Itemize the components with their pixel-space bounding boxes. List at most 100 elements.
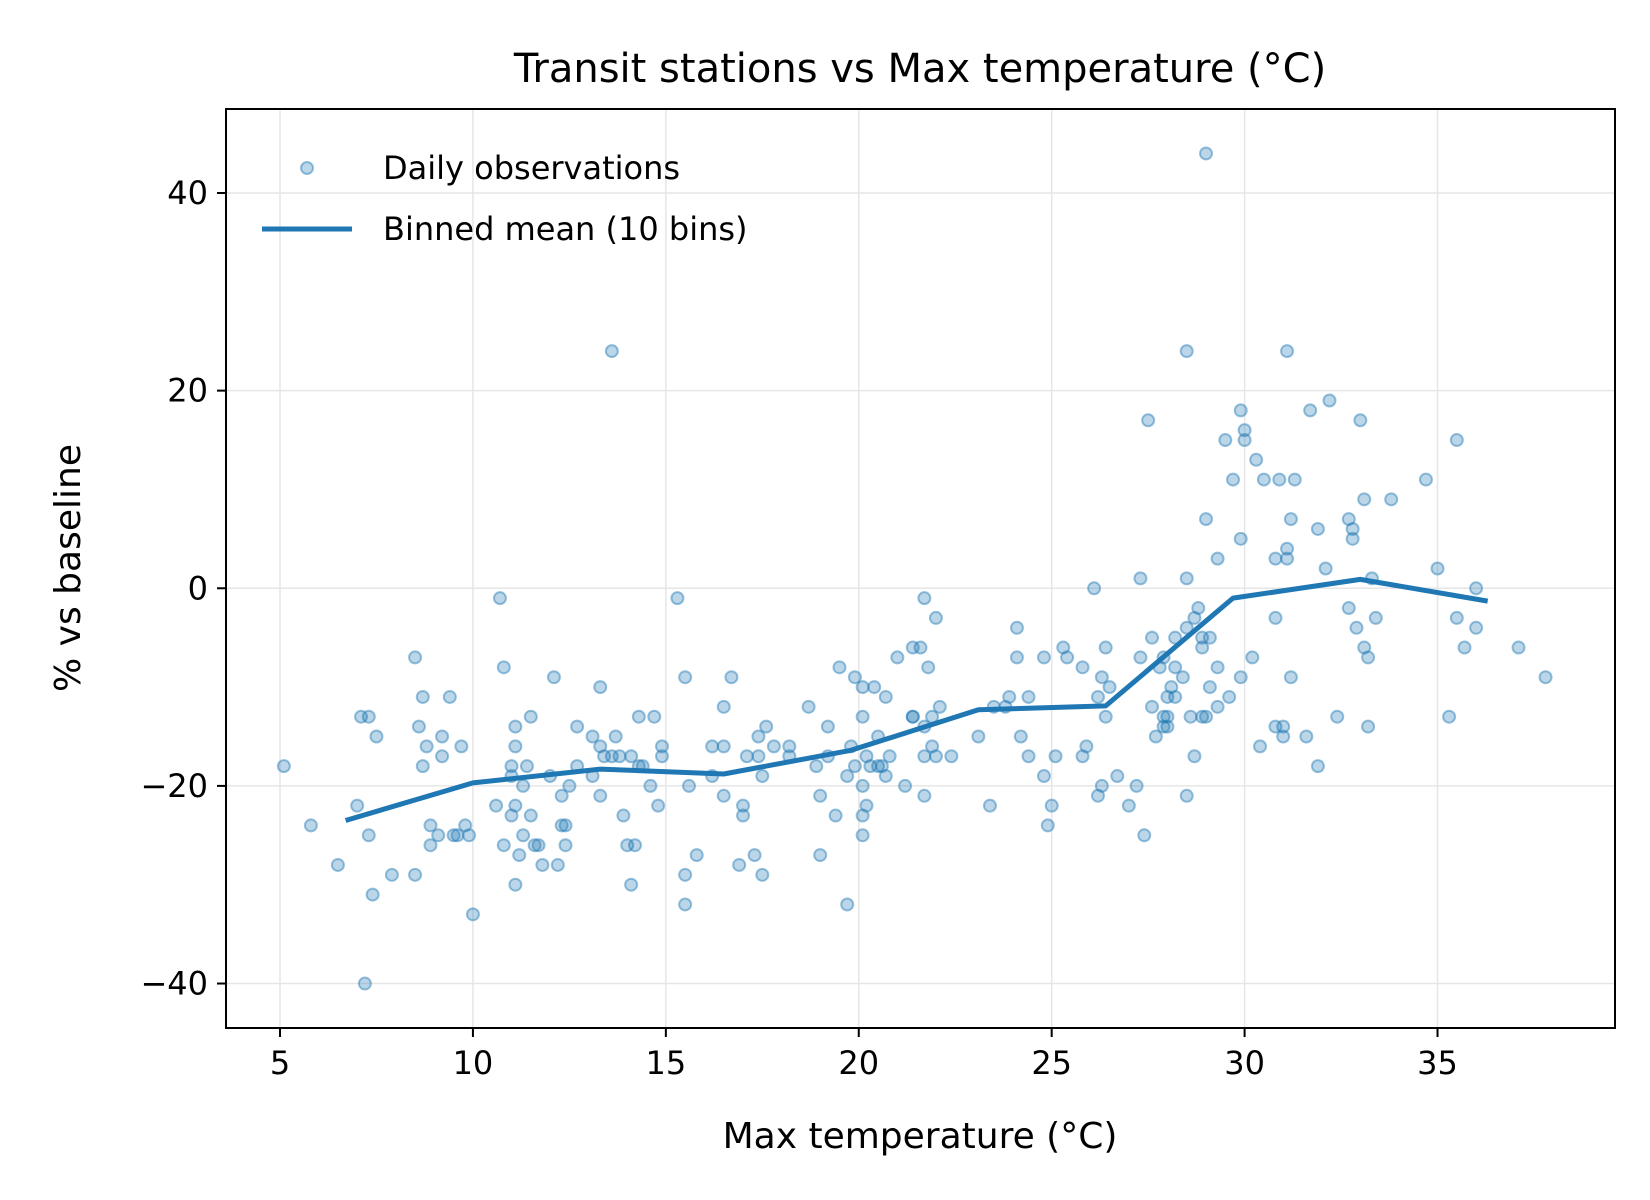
scatter-point [415,759,430,774]
scatter-point [450,828,465,843]
scatter-point [782,739,797,754]
scatter-point [1469,620,1484,635]
scatter-point [276,759,291,774]
scatter-point [508,877,523,892]
scatter-point [1368,610,1383,625]
scatter-point [1256,472,1271,487]
scatter-point [620,838,635,853]
scatter-point [597,749,612,764]
scatter-point [496,838,511,853]
scatter-point [1191,601,1206,616]
scatter-point [1430,561,1445,576]
scatter-point [689,848,704,863]
scatter-point [1175,670,1190,685]
scatter-point [654,739,669,754]
scatter-point [1210,551,1225,566]
scatter-point [303,818,318,833]
scatter-point [1036,650,1051,665]
scatter-point [1330,709,1345,724]
x-tick-label: 10 [453,1044,494,1082]
scatter-point [1218,433,1233,448]
scatter-point [878,689,893,704]
scatter-point [847,670,862,685]
scatter-point [1272,472,1287,487]
scatter-point [612,749,627,764]
scatter-point [1287,472,1302,487]
scatter-point [736,808,751,823]
scatter-point [682,778,696,793]
scatter-point [512,848,527,863]
binned-mean-series [344,576,1489,823]
scatter-point [1168,660,1183,675]
scatter-point [604,749,619,764]
scatter-point [739,749,754,764]
scatter-point [516,828,531,843]
scatter-point [1345,531,1360,546]
scatter-point [593,680,608,695]
scatter-point [431,828,446,843]
y-axis-label: % vs baseline [48,444,89,692]
scatter-point [554,818,569,833]
scatter-point [751,729,766,744]
scatter-point [1183,709,1198,724]
y-tick-label: 0 [188,569,208,607]
scatter-point [1268,551,1283,566]
scatter-point [917,749,932,764]
scatter-point [496,660,511,675]
scatter-point [1233,531,1248,546]
scatter-point [1090,689,1105,704]
scatter-point [755,769,770,784]
chart-title: Transit stations vs Max temperature (°C) [513,46,1326,92]
scatter-point [1226,472,1241,487]
scatter-point [1056,640,1071,655]
scatter-point [882,749,897,764]
scatter-point [454,739,469,754]
scatter-point [554,788,569,803]
scatter-point [921,660,936,675]
scatter-point [971,729,986,744]
scatter-point [1094,778,1109,793]
scatter-point [504,808,519,823]
scatter-point [751,749,766,764]
scatter-point [1341,512,1356,527]
scatter-point [1233,670,1248,685]
scatter-point [905,709,920,724]
scatter-point [369,729,384,744]
scatter-point [1268,610,1283,625]
scatter-point [357,976,372,991]
scatter-point [516,778,531,793]
scatter-point [913,640,928,655]
scatter-point [435,729,450,744]
scatter-point [1199,709,1214,724]
scatter-point [647,709,662,724]
scatter-point [1195,630,1210,645]
scatter-point [747,848,762,863]
legend: Daily observations Binned mean (10 bins) [262,149,748,248]
scatter-point [1168,630,1183,645]
scatter-point [1353,413,1368,428]
scatter-point [1310,521,1325,536]
scatter-point [1357,492,1372,507]
scatter-point [1160,719,1175,734]
scatter-point [1341,601,1356,616]
scatter-point [859,749,874,764]
scatter-point [1276,729,1291,744]
scatter-point [1276,719,1291,734]
scatter-point [944,749,959,764]
scatter-point [859,798,874,813]
scatter-point [1237,423,1252,438]
scatter-point [928,749,943,764]
scatter-point [1040,818,1055,833]
scatter-point [361,709,376,724]
scatter-point [678,867,693,882]
scatter-point [523,808,538,823]
y-tick-label: −20 [140,767,208,805]
scatter-point [1013,729,1028,744]
scatter-point [1418,472,1433,487]
scatter-point [1199,146,1214,161]
scatter-point [546,670,561,685]
scatter-point [330,857,345,872]
scatter-point [809,759,824,774]
scatter-point [365,887,380,902]
scatter-point [1079,739,1094,754]
